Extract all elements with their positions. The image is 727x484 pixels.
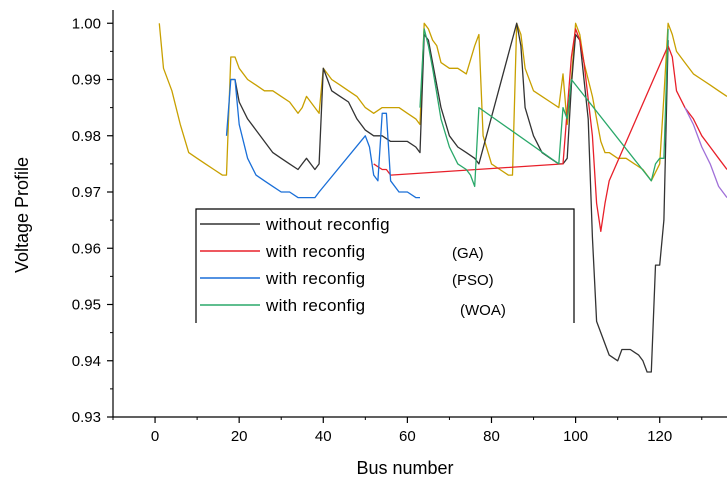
series-line-2: [373, 28, 727, 233]
legend-note-3: (WOA): [460, 302, 506, 319]
y-tick-label-3: 0.96: [72, 240, 101, 257]
series-line-3: [225, 78, 420, 199]
series-layer: [158, 22, 727, 373]
y-tick-label-1: 0.94: [72, 353, 101, 370]
legend-background: [196, 209, 574, 323]
x-tick-label-5: 100: [563, 428, 588, 445]
legend-label-0: without reconfig: [265, 215, 390, 234]
y-tick-label-2: 0.95: [72, 297, 101, 314]
x-tick-label-2: 40: [315, 428, 332, 445]
legend-label-3: with reconfig: [265, 296, 365, 315]
legend: without reconfig with reconfig (GA) with re…: [195, 208, 575, 323]
y-tick-label-7: 1.00: [72, 15, 101, 32]
legend-label-1: with reconfig: [265, 242, 365, 261]
y-axis-label: Voltage Profile: [12, 157, 32, 273]
legend-note-2: (PSO): [452, 272, 494, 289]
series-line-5: [684, 107, 727, 198]
x-tick-label-1: 20: [231, 428, 248, 445]
x-tick-label-4: 80: [483, 428, 500, 445]
x-tick-label-6: 120: [647, 428, 672, 445]
y-tick-label-0: 0.93: [72, 409, 101, 426]
series-line-0: [158, 22, 727, 182]
y-tick-label-4: 0.97: [72, 184, 101, 201]
x-tick-label-3: 60: [399, 428, 416, 445]
x-axis-label: Bus number: [356, 458, 453, 478]
y-tick-label-6: 0.99: [72, 72, 101, 89]
legend-label-2: with reconfig: [265, 269, 365, 288]
axes-layer: 0.93 0.94 0.95 0.96 0.97 0.98 0.99 1.00 0 20 40 60 8…: [72, 10, 727, 445]
series-line-4: [419, 28, 669, 188]
series-line-1: [230, 22, 669, 373]
y-tick-label-5: 0.98: [72, 128, 101, 145]
x-tick-label-0: 0: [151, 428, 159, 445]
legend-border: [195, 208, 575, 323]
legend-note-1: (GA): [452, 245, 484, 262]
